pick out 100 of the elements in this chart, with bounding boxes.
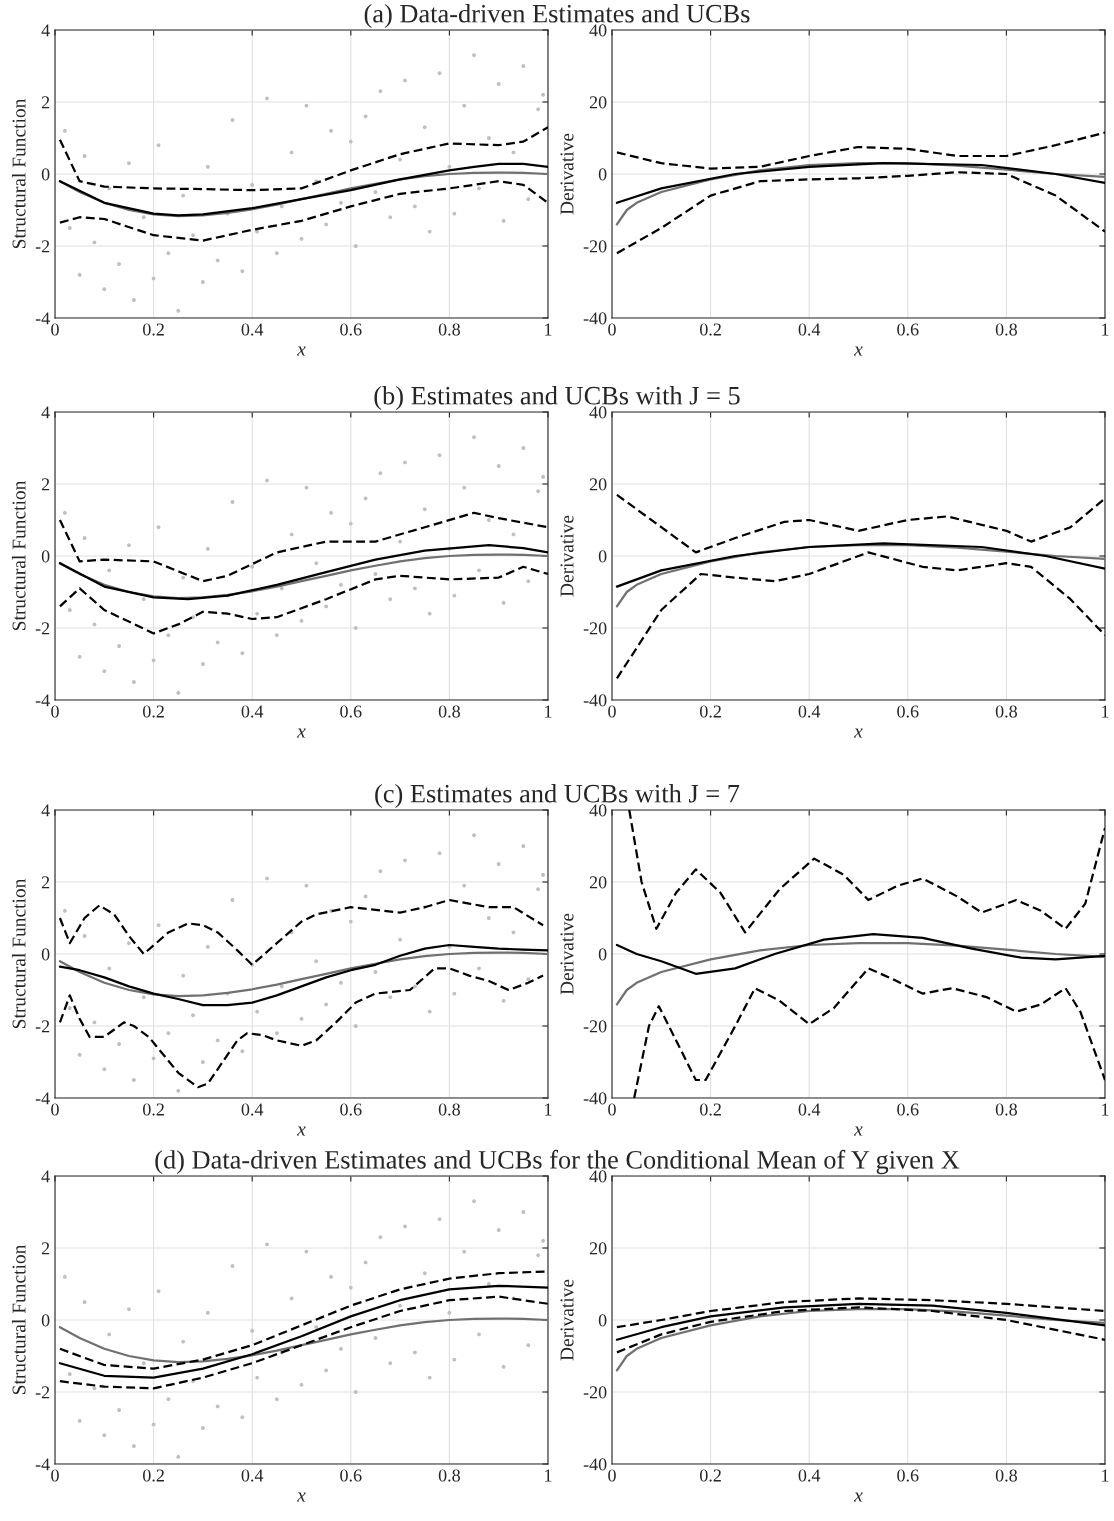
x-tick-label: 0.8: [438, 705, 460, 718]
y-tick-label: -20: [583, 1386, 607, 1399]
y-axis-title: Derivative: [560, 515, 574, 597]
x-tick-label: 1: [1102, 1103, 1109, 1116]
y-axis-title: Derivative: [560, 133, 574, 215]
y-tick-label: 2: [41, 1242, 50, 1255]
y-axis-title: Derivative: [560, 1279, 574, 1361]
x-axis-title: x: [296, 346, 306, 356]
y-tick-label: -40: [583, 1092, 607, 1105]
x-tick-label: 0: [51, 1469, 59, 1482]
x-axis-title: x: [296, 1126, 306, 1136]
y-tick-label: -2: [35, 240, 50, 253]
x-tick-label: 0.6: [340, 323, 362, 336]
y-tick-label: 0: [598, 1314, 607, 1327]
x-axis-title: x: [853, 1126, 863, 1136]
x-tick-label: 0.2: [700, 1469, 721, 1482]
x-tick-label: 0.4: [798, 1103, 821, 1116]
x-axis-title: x: [296, 1492, 306, 1502]
y-tick-label: 2: [41, 876, 50, 889]
x-tick-label: 0.6: [897, 1103, 919, 1116]
y-tick-label: -2: [35, 622, 50, 635]
x-tick-label: 0: [608, 705, 616, 718]
x-tick-label: 0.4: [241, 705, 264, 718]
y-tick-label: 0: [41, 550, 50, 563]
x-tick-label: 0.8: [438, 323, 460, 336]
y-tick-label: 4: [41, 24, 50, 37]
x-tick-label: 0.6: [897, 323, 919, 336]
x-tick-label: 0.2: [700, 1103, 721, 1116]
y-tick-label: -4: [35, 312, 50, 325]
x-tick-label: 0: [51, 705, 59, 718]
x-tick-label: 1: [545, 1469, 552, 1482]
x-tick-label: 0.8: [995, 323, 1017, 336]
x-tick-label: 1: [545, 705, 552, 718]
x-tick-label: 0: [608, 323, 616, 336]
x-tick-label: 0.2: [700, 705, 721, 718]
x-tick-label: 0.6: [340, 1103, 362, 1116]
y-tick-label: -40: [583, 1458, 607, 1471]
x-axis-title: x: [853, 728, 863, 738]
x-tick-label: 0.8: [995, 705, 1017, 718]
y-tick-label: 4: [41, 406, 50, 419]
y-tick-label: -4: [35, 694, 50, 707]
y-tick-label: 4: [41, 804, 50, 817]
x-tick-label: 0.6: [340, 1469, 362, 1482]
y-tick-label: -4: [35, 1458, 50, 1471]
y-axis-title: Derivative: [560, 913, 574, 995]
x-tick-label: 0.4: [241, 1469, 264, 1482]
y-tick-label: -2: [35, 1386, 50, 1399]
x-tick-label: 0.4: [798, 705, 821, 718]
x-tick-label: 0.8: [438, 1103, 460, 1116]
y-tick-label: 2: [41, 96, 50, 109]
x-tick-label: 1: [1102, 323, 1109, 336]
y-tick-label: 20: [589, 96, 607, 109]
x-tick-label: 1: [1102, 1469, 1109, 1482]
x-axis-title: x: [853, 346, 863, 356]
y-tick-label: 0: [598, 550, 607, 563]
y-tick-label: -40: [583, 312, 607, 325]
x-tick-label: 0.4: [798, 323, 821, 336]
y-axis-title: Structural Function: [11, 1244, 26, 1395]
y-tick-label: 20: [589, 1242, 607, 1255]
x-tick-label: 0.4: [241, 323, 264, 336]
x-tick-label: 0: [608, 1469, 616, 1482]
y-axis-title: Structural Function: [11, 98, 26, 249]
x-tick-label: 0.8: [995, 1103, 1017, 1116]
x-tick-label: 0.2: [143, 1469, 164, 1482]
y-tick-label: 20: [589, 478, 607, 491]
y-tick-label: -20: [583, 240, 607, 253]
y-tick-label: 0: [41, 168, 50, 181]
y-tick-label: 0: [598, 168, 607, 181]
x-tick-label: 0.4: [241, 1103, 264, 1116]
x-axis-title: x: [853, 1492, 863, 1502]
x-tick-label: 0.2: [143, 1103, 164, 1116]
y-tick-label: 4: [41, 1170, 50, 1183]
x-tick-label: 0: [51, 323, 59, 336]
y-tick-label: -4: [35, 1092, 50, 1105]
x-tick-label: 0.6: [897, 705, 919, 718]
x-tick-label: 1: [545, 1103, 552, 1116]
y-tick-label: 2: [41, 478, 50, 491]
y-tick-label: 20: [589, 876, 607, 889]
x-tick-label: 0.2: [143, 705, 164, 718]
y-tick-label: 0: [41, 948, 50, 961]
x-tick-label: 0.6: [897, 1469, 919, 1482]
y-tick-label: 0: [598, 948, 607, 961]
y-tick-label: -20: [583, 1020, 607, 1033]
x-tick-label: 0.4: [798, 1469, 821, 1482]
x-tick-label: 0.8: [438, 1469, 460, 1482]
x-tick-label: 0.2: [143, 323, 164, 336]
y-tick-label: -20: [583, 622, 607, 635]
y-tick-label: 0: [41, 1314, 50, 1327]
x-tick-label: 0.8: [995, 1469, 1017, 1482]
y-tick-label: -2: [35, 1020, 50, 1033]
y-axis-title: Structural Function: [11, 480, 26, 631]
x-tick-label: 0.2: [700, 323, 721, 336]
x-tick-label: 0.6: [340, 705, 362, 718]
x-tick-label: 0: [608, 1103, 616, 1116]
x-axis-title: x: [296, 728, 306, 738]
y-tick-label: -40: [583, 694, 607, 707]
y-axis-title: Structural Function: [11, 878, 26, 1029]
x-tick-label: 1: [1102, 705, 1109, 718]
x-tick-label: 0: [51, 1103, 59, 1116]
x-tick-label: 1: [545, 323, 552, 336]
